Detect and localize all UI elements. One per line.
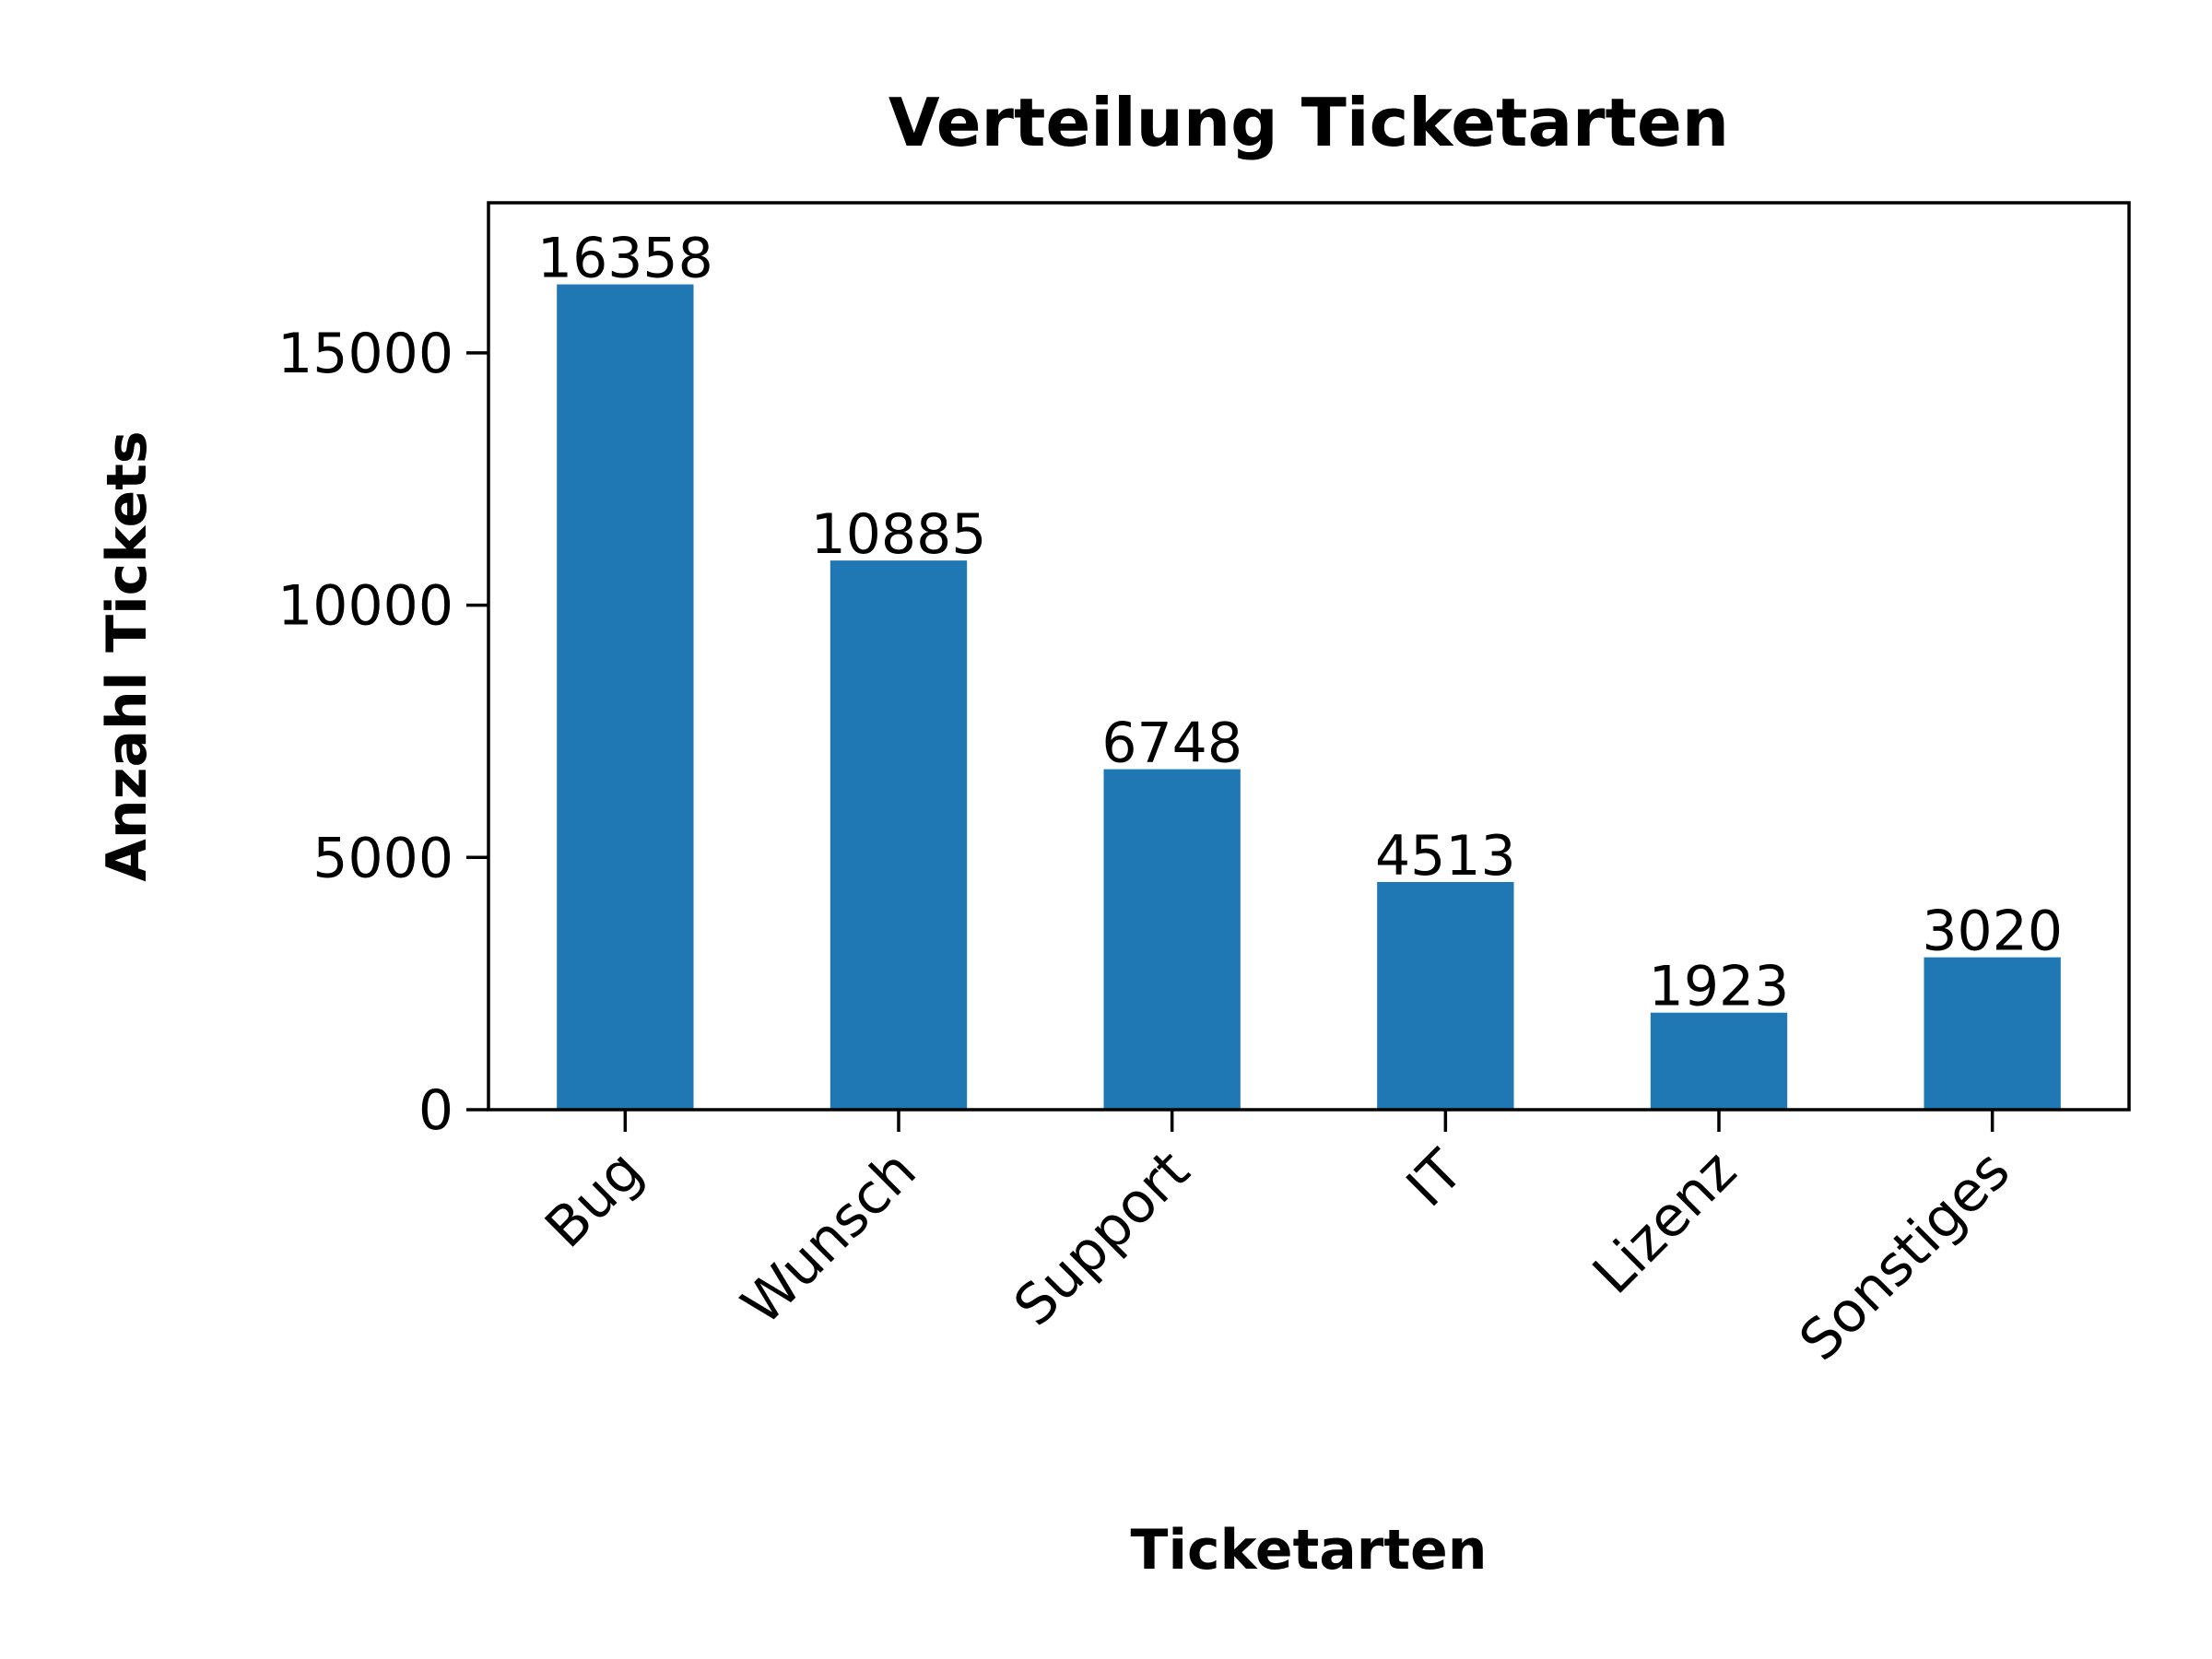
x-axis: Bug Wunsch Support IT Lizenz Sonstiges (534, 1110, 2022, 1373)
bar-sonstiges (1924, 957, 2061, 1110)
y-axis-label: Anzahl Tickets (95, 430, 159, 881)
data-label-sonstiges: 3020 (1922, 900, 2063, 964)
chart-title: Verteilung Ticketarten (888, 84, 1729, 161)
x-tick-label-it: IT (1394, 1138, 1476, 1219)
bars-group (557, 284, 2061, 1111)
data-label-support: 6748 (1101, 712, 1242, 776)
y-tick-label: 5000 (312, 826, 453, 890)
plot-frame (487, 201, 2131, 1112)
bar-bug (557, 284, 694, 1111)
x-tick-label-support: Support (1002, 1138, 1202, 1338)
bar-it (1377, 881, 1514, 1110)
x-tick-label-bug: Bug (534, 1138, 655, 1260)
y-tick-label: 10000 (277, 574, 453, 639)
bar-support (1103, 769, 1241, 1110)
x-tick-label-lizenz: Lizenz (1581, 1138, 1748, 1306)
y-tick-label: 0 (418, 1078, 453, 1143)
data-label-lizenz: 1923 (1649, 955, 1790, 1019)
bar-lizenz (1650, 1012, 1788, 1110)
x-axis-label: Ticketarten (1131, 1518, 1488, 1583)
bar-wunsch (830, 560, 968, 1110)
data-label-it: 4513 (1375, 824, 1516, 888)
y-tick-label: 15000 (277, 322, 453, 386)
x-tick-label-sonstiges: Sonstiges (1787, 1138, 2022, 1373)
x-tick-label-wunsch: Wunsch (730, 1138, 929, 1337)
data-labels-group: 16358 10885 6748 4513 1923 3020 (537, 227, 2063, 1019)
data-label-bug: 16358 (537, 227, 713, 291)
y-axis: 0 5000 10000 15000 (277, 322, 488, 1143)
data-label-wunsch: 10885 (811, 502, 987, 567)
